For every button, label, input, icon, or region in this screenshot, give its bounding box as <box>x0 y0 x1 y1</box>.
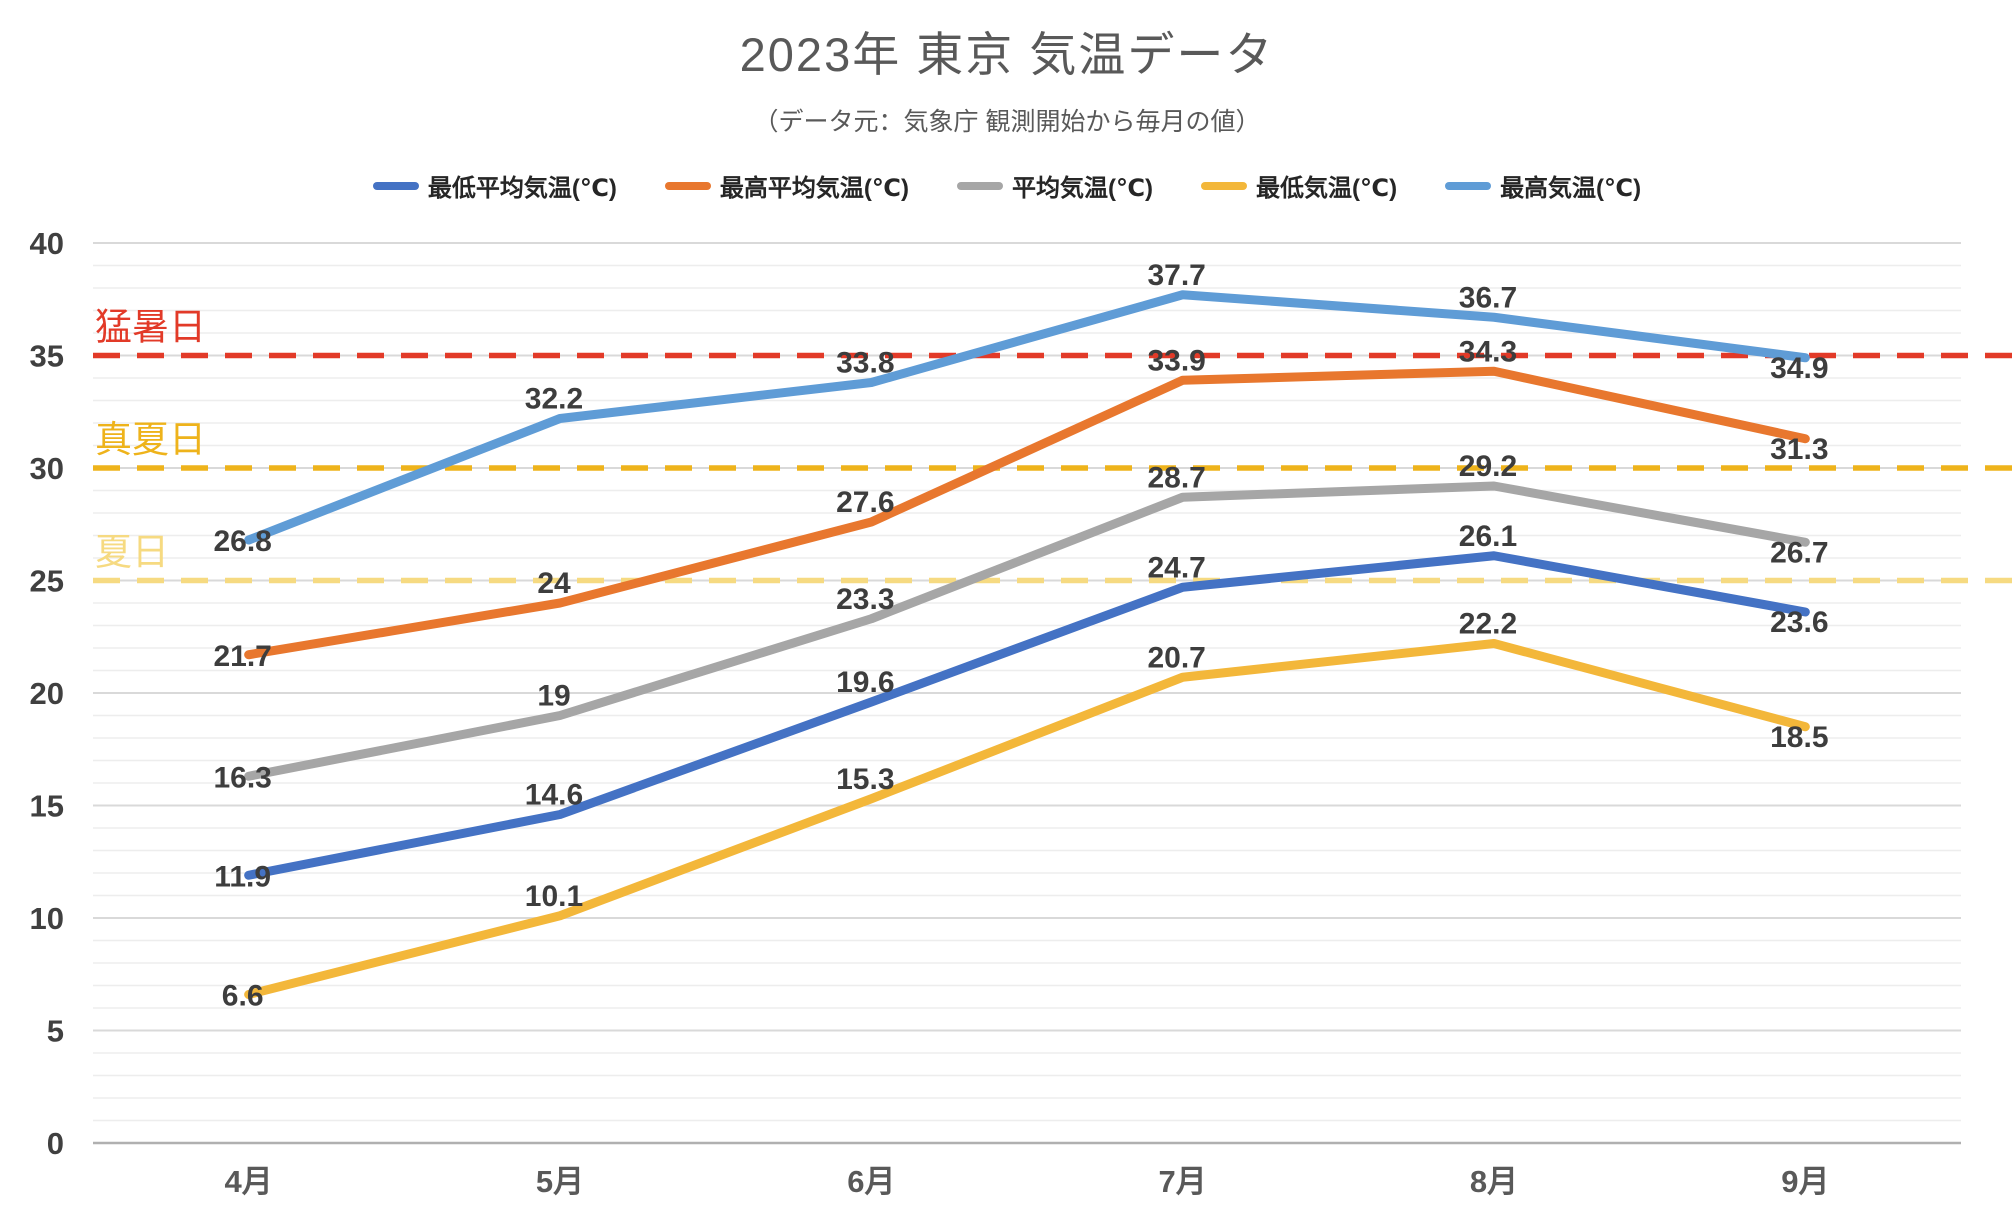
data-label-avg-temp: 26.7 <box>1770 536 1828 569</box>
data-label-avg-temp: 23.3 <box>836 583 894 616</box>
series-line-avg-temp <box>244 481 1810 781</box>
threshold-label-moshobi: 猛暑日 <box>95 307 206 348</box>
data-label-min-avg-temp: 26.1 <box>1459 520 1517 553</box>
legend-swatch-min-temp <box>1201 181 1248 190</box>
legend-swatch-avg-temp <box>956 181 1003 190</box>
y-axis-tick-label: 35 <box>30 339 64 374</box>
data-label-min-avg-temp: 24.7 <box>1147 551 1205 584</box>
data-label-min-avg-temp: 14.6 <box>525 779 583 812</box>
data-label-max-temp: 36.7 <box>1459 281 1517 314</box>
legend-label-max-avg-temp: 最高平均気温(℃) <box>719 175 909 202</box>
data-label-min-temp: 15.3 <box>836 763 894 796</box>
y-axis-tick-label: 10 <box>30 901 64 936</box>
legend-label-avg-temp: 平均気温(℃) <box>1011 175 1154 202</box>
legend-label-min-avg-temp: 最低平均気温(℃) <box>427 175 617 202</box>
chart-title: 2023年 東京 気温データ <box>739 28 1275 81</box>
threshold-label-natsubi: 夏日 <box>95 532 169 573</box>
data-label-min-temp: 22.2 <box>1459 608 1517 641</box>
series-lines <box>244 290 1810 999</box>
legend-label-min-temp: 最低気温(℃) <box>1256 175 1398 202</box>
legend-item-min-avg-temp: 最低平均気温(℃) <box>372 168 617 203</box>
x-axis-month-label: 7月 <box>1159 1164 1207 1199</box>
data-label-min-avg-temp: 19.6 <box>836 666 894 699</box>
data-label-min-temp: 6.6 <box>222 980 264 1013</box>
data-label-max-avg-temp: 24 <box>537 567 571 600</box>
data-label-max-temp: 33.8 <box>836 347 894 380</box>
legend-label-max-temp: 最高気温(℃) <box>1500 175 1642 202</box>
legend-item-max-temp: 最高気温(℃) <box>1445 168 1641 203</box>
data-label-avg-temp: 29.2 <box>1459 450 1517 483</box>
legend-swatch-min-avg-temp <box>372 181 419 190</box>
y-axis-tick-label: 40 <box>30 226 64 261</box>
x-axis-month-label: 9月 <box>1781 1164 1829 1199</box>
chart-legend: 最低平均気温(℃) 最高平均気温(℃) 平均気温(℃) 最低気温(℃) 最高気温(℃) <box>0 168 2014 203</box>
data-label-avg-temp: 28.7 <box>1147 461 1205 494</box>
series-line-max-avg-temp <box>244 366 1810 660</box>
data-label-min-avg-temp: 23.6 <box>1770 606 1828 639</box>
y-axis-tick-label: 25 <box>30 564 64 599</box>
data-label-max-avg-temp: 27.6 <box>836 486 894 519</box>
data-label-max-avg-temp: 33.9 <box>1147 344 1205 377</box>
data-label-min-temp: 18.5 <box>1770 721 1828 754</box>
y-axis-tick-label: 20 <box>30 676 64 711</box>
x-axis-month-label: 5月 <box>536 1164 584 1199</box>
data-label-max-avg-temp: 31.3 <box>1770 433 1828 466</box>
y-axis-tick-label: 30 <box>30 451 64 486</box>
series-line-max-temp <box>244 290 1810 545</box>
data-labels: 11.9 14.6 19.6 24.7 26.1 23.6 21.7 24 27.6 33.9 34… <box>213 259 1828 1013</box>
threshold-label-manatsubi: 真夏日 <box>95 419 206 460</box>
x-axis: 4月 5月 6月 7月 8月 9月 <box>225 1164 1830 1199</box>
data-label-max-avg-temp: 34.3 <box>1459 335 1517 368</box>
legend-item-avg-temp: 平均気温(℃) <box>956 168 1154 203</box>
x-axis-month-label: 8月 <box>1470 1164 1518 1199</box>
legend-item-max-avg-temp: 最高平均気温(℃) <box>664 168 909 203</box>
data-label-max-temp: 37.7 <box>1147 259 1205 292</box>
data-label-min-avg-temp: 11.9 <box>214 860 271 893</box>
data-label-max-temp: 32.2 <box>525 383 583 416</box>
legend-item-min-temp: 最低気温(℃) <box>1201 168 1397 203</box>
data-label-max-temp: 34.9 <box>1770 352 1828 385</box>
legend-swatch-max-temp <box>1445 181 1492 190</box>
chart-subtitle: （データ元：気象庁 観測開始から毎月の値） <box>753 108 1261 136</box>
data-label-avg-temp: 19 <box>537 680 570 713</box>
series-line-min-temp <box>244 639 1810 999</box>
data-label-avg-temp: 16.3 <box>213 761 271 794</box>
y-axis-tick-label: 5 <box>47 1014 64 1049</box>
x-axis-month-label: 6月 <box>847 1164 895 1199</box>
data-label-min-temp: 10.1 <box>525 880 583 913</box>
data-label-max-avg-temp: 21.7 <box>213 640 271 673</box>
data-label-min-temp: 20.7 <box>1147 641 1205 674</box>
series-line-min-avg-temp <box>244 551 1810 880</box>
legend-swatch-max-avg-temp <box>664 181 711 190</box>
y-axis-tick-label: 15 <box>30 789 64 824</box>
y-axis: 0 5 10 15 20 25 30 35 40 <box>30 226 64 1161</box>
y-axis-tick-label: 0 <box>47 1126 64 1161</box>
x-axis-month-label: 4月 <box>225 1164 273 1199</box>
data-label-max-temp: 26.8 <box>213 525 271 558</box>
